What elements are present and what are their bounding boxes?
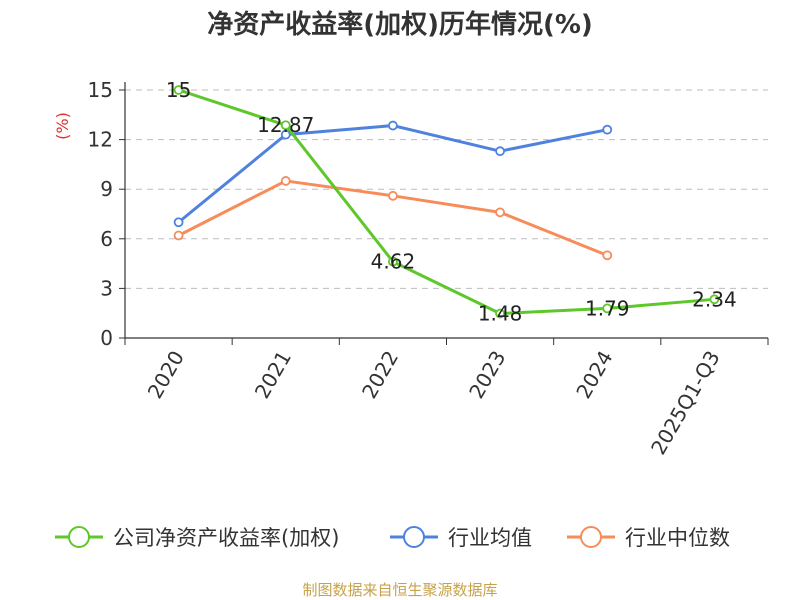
x-tick-label: 2022 [357,347,403,403]
data-point [495,146,505,157]
x-tick-label: 2020 [143,347,189,403]
y-tick-label: 6 [100,227,113,251]
data-point [173,217,184,228]
data-point [280,129,291,140]
chart-title: 净资产收益率(加权)历年情况(%) [207,9,593,40]
data-point [602,303,613,314]
legend-label: 行业均值 [448,526,532,550]
data-labels: 15 12.87 4.62 1.48 1.79 2.34 [166,78,737,326]
data-point [173,230,184,241]
series-layer [173,85,720,319]
legend-item[interactable]: 公司净资产收益率(加权) [55,526,339,550]
data-point [388,256,398,267]
legend-marker [580,526,602,548]
data-label: 2.34 [692,287,737,311]
data-point [709,294,720,305]
legend-label: 公司净资产收益率(加权) [113,526,339,550]
legend[interactable]: 公司净资产收益率(加权) 行业均值 行业中位数 [55,526,730,550]
x-tick-label: 2025Q1-Q3 [646,347,725,459]
legend-item[interactable]: 行业中位数 [567,526,730,550]
y-axis-unit: (%) [53,112,72,140]
data-label: 1.48 [478,302,523,326]
y-tick-label: 12 [88,128,113,152]
y-tick-label: 0 [100,326,113,350]
legend-marker [68,526,90,548]
x-tick-label: 2021 [250,347,296,403]
data-point [280,120,291,131]
series-line [178,88,715,316]
data-point [602,250,613,261]
source-note: 制图数据来自恒生聚源数据库 [302,581,497,599]
data-point [495,207,505,218]
data-point [280,176,291,186]
x-tick-label: 2024 [571,347,617,403]
data-label: 1.79 [585,296,630,320]
data-point [388,190,398,201]
grid-lines [125,89,768,289]
y-tick-label: 15 [88,78,113,102]
data-point [388,120,398,131]
data-point [495,308,505,319]
y-tick-label: 3 [100,276,113,300]
data-label: 12.87 [257,113,314,137]
data-point [173,85,184,95]
x-tick-label: 2023 [464,347,510,403]
legend-item[interactable]: 行业均值 [390,526,532,550]
data-label: 15 [166,78,191,102]
legend-label: 行业中位数 [625,526,730,550]
y-tick-label: 9 [100,177,113,201]
data-point [602,124,613,135]
data-label: 4.62 [371,250,416,274]
legend-marker [403,526,425,548]
